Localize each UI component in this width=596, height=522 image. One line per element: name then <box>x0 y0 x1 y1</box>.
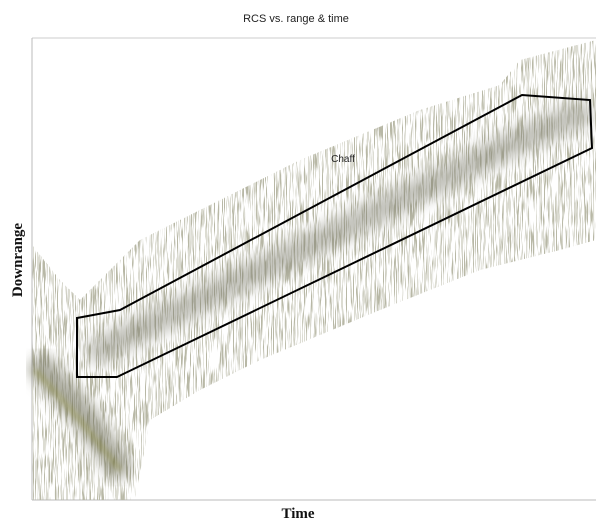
target-track <box>25 351 136 483</box>
annotation: Chaff <box>331 154 355 165</box>
target-core <box>33 368 122 472</box>
clutter <box>32 40 596 500</box>
y-axis-label: Downrange <box>10 223 26 298</box>
chaff-outline <box>76 93 594 378</box>
x-axis-label: Time <box>281 506 314 522</box>
chaff-track <box>84 98 596 367</box>
plot-area <box>25 37 596 501</box>
chart-title: RCS vs. range & time <box>243 13 349 25</box>
